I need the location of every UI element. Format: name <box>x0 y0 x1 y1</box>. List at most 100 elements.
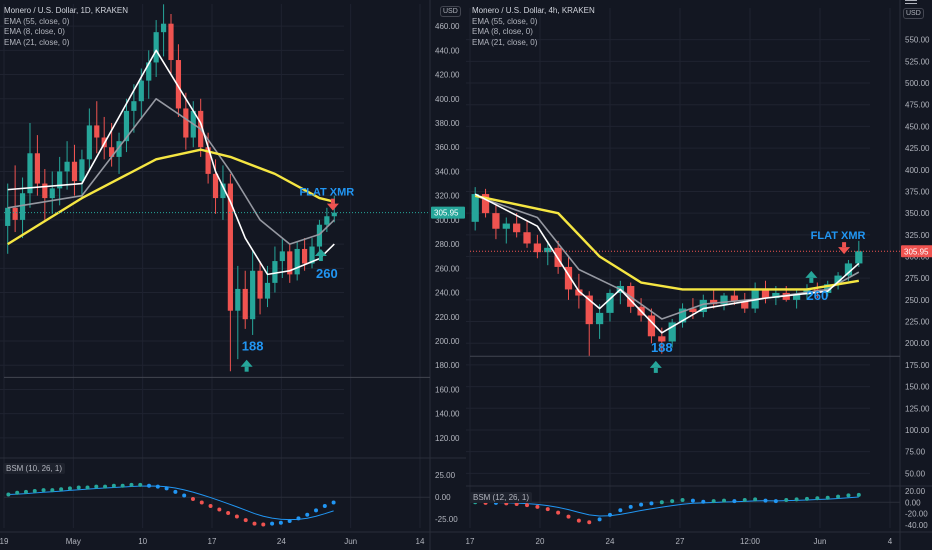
candle-body <box>544 247 552 253</box>
chart-background <box>466 0 932 550</box>
arrow-up-icon-stem <box>653 367 658 373</box>
candle-body <box>730 295 739 302</box>
time-tick-label: 14 <box>416 537 425 546</box>
candle-body <box>720 295 728 305</box>
candle-body <box>235 288 241 311</box>
right-symbol-title[interactable]: Monero / U.S. Dollar, 4h, KRAKEN <box>472 6 595 15</box>
price-tick-label: 475.00 <box>905 101 930 110</box>
oscillator-dot <box>794 497 799 502</box>
candle-body <box>513 223 521 233</box>
left-oscillator-label[interactable]: BSM (10, 26, 1) <box>3 463 66 474</box>
candle-body <box>242 288 248 320</box>
price-tick-label: 225.00 <box>905 318 930 327</box>
candle-body <box>471 194 479 222</box>
flat-xmr-annotation: FLAT XMR <box>811 230 866 242</box>
price-tick-label: 180.00 <box>435 361 460 370</box>
oscillator-dot <box>836 494 841 499</box>
candle-body <box>79 159 85 182</box>
candle-body <box>49 188 55 199</box>
time-tick-label: May <box>66 537 81 546</box>
oscillator-dot <box>147 483 152 488</box>
right-legend: Monero / U.S. Dollar, 4h, KRAKEN EMA (55… <box>472 6 595 48</box>
price-tick-label: 525.00 <box>905 57 930 66</box>
price-tick-label: 125.00 <box>905 404 930 413</box>
menu-icon[interactable] <box>905 0 917 7</box>
oscillator-dot <box>804 496 809 501</box>
price-tick-label: 320.00 <box>435 192 460 201</box>
oscillator-tick-label: 25.00 <box>435 471 456 480</box>
left-currency-button[interactable]: USD <box>440 6 461 17</box>
price-tick-label: 360.00 <box>435 143 460 152</box>
oscillator-dot <box>825 495 830 500</box>
candle-body <box>205 147 211 174</box>
oscillator-dot <box>6 492 11 497</box>
oscillator-dot <box>296 516 301 521</box>
candle-body <box>160 23 167 33</box>
left-ema-21-label[interactable]: EMA (21, close, 0) <box>4 37 70 47</box>
price-tick-label: 500.00 <box>905 79 930 88</box>
right-ema-8-label[interactable]: EMA (8, close, 0) <box>472 27 533 36</box>
candle-body <box>109 147 115 157</box>
oscillator-dot <box>252 521 257 526</box>
time-tick-label: 24 <box>606 537 615 546</box>
oscillator-dot <box>659 500 664 505</box>
candle-body <box>324 216 330 225</box>
price-tick-label: 400.00 <box>435 95 460 104</box>
oscillator-dot <box>94 484 99 489</box>
oscillator-dot <box>85 485 90 490</box>
right-currency-button[interactable]: USD <box>903 8 924 19</box>
candle-body <box>227 183 233 311</box>
oscillator-dot <box>59 487 64 492</box>
low-188-annotation: 188 <box>651 340 673 355</box>
candle-body <box>257 270 263 299</box>
oscillator-dot <box>270 521 275 526</box>
candle-body <box>606 292 614 313</box>
price-tick-label: 200.00 <box>435 337 460 346</box>
oscillator-tick-label: 20.00 <box>905 487 926 496</box>
oscillator-dot <box>243 518 248 523</box>
oscillator-dot <box>856 492 861 497</box>
oscillator-dot <box>208 504 213 508</box>
oscillator-dot <box>23 489 28 494</box>
oscillator-dot <box>670 499 675 504</box>
candle-body <box>212 173 219 199</box>
time-tick-label: Jun <box>814 537 827 546</box>
right-chart-svg[interactable]: 550.00525.00500.00475.00450.00425.00400.… <box>466 0 932 550</box>
time-tick-label: 24 <box>277 537 286 546</box>
candle-body <box>481 194 490 214</box>
oscillator-dot <box>261 522 266 527</box>
oscillator-dot <box>76 485 81 490</box>
candle-body <box>131 101 137 111</box>
left-chart-svg[interactable]: 460.00 440.00 420.00 400.00 380.00 360.00 340.… <box>0 0 466 550</box>
left-symbol-title[interactable]: Monero / U.S. Dollar, 1D, KRAKEN <box>4 6 129 15</box>
oscillator-dot <box>120 483 125 488</box>
price-tick-label: 100.00 <box>905 426 930 435</box>
chart-background <box>0 0 466 550</box>
left-ema-55-label[interactable]: EMA (55, close, 0) <box>4 16 70 26</box>
oscillator-dot <box>190 496 195 501</box>
price-tick-label: 350.00 <box>905 209 930 218</box>
oscillator-dot <box>753 497 758 502</box>
right-oscillator-label[interactable]: BSM (12, 26, 1) <box>470 492 533 503</box>
oscillator-dot <box>199 500 204 505</box>
oscillator-dot <box>587 520 592 525</box>
oscillator-dot <box>680 498 685 502</box>
candle-body <box>12 207 18 220</box>
oscillator-dot <box>701 499 706 504</box>
candle-body <box>168 23 174 61</box>
right-ema-55-label[interactable]: EMA (55, close, 0) <box>472 16 538 26</box>
oscillator-dot <box>722 498 727 503</box>
arrow-up-icon-stem <box>809 277 814 283</box>
price-tick-label: 140.00 <box>435 410 460 419</box>
ema-55-line <box>7 148 335 246</box>
oscillator-dot <box>597 517 602 522</box>
price-tick-label: 160.00 <box>435 385 460 394</box>
candle-body <box>668 322 676 342</box>
candle-body <box>294 248 300 275</box>
right-ema-21-label[interactable]: EMA (21, close, 0) <box>472 37 538 47</box>
oscillator-tick-label: -40.00 <box>905 521 928 530</box>
time-tick-label: 20 <box>536 537 545 546</box>
left-ema-8-label[interactable]: EMA (8, close, 0) <box>4 27 65 36</box>
candle-body <box>272 261 278 283</box>
support-260-annotation: 260 <box>806 288 828 303</box>
